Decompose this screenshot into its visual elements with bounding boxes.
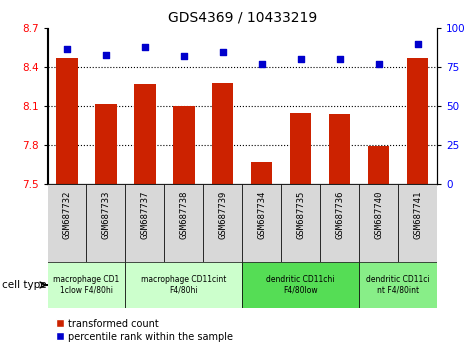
Bar (48, 262, 125, 308)
Text: macrophage CD1
1clow F4/80hi: macrophage CD1 1clow F4/80hi (53, 275, 120, 295)
Bar (359, 184, 398, 262)
Bar (368, 147, 390, 184)
Text: GSM687735: GSM687735 (296, 190, 305, 239)
Text: GSM687733: GSM687733 (102, 190, 110, 239)
Text: dendritic CD11ci
nt F4/80int: dendritic CD11ci nt F4/80int (366, 275, 430, 295)
Point (336, 57, 343, 62)
Title: GDS4369 / 10433219: GDS4369 / 10433219 (168, 10, 317, 24)
Legend: transformed count, percentile rank within the sample: transformed count, percentile rank withi… (52, 315, 237, 346)
Bar (290, 113, 312, 184)
Bar (125, 184, 164, 262)
Text: dendritic CD11chi
F4/80low: dendritic CD11chi F4/80low (266, 275, 335, 295)
Point (63, 46, 71, 51)
Bar (251, 162, 273, 184)
Point (219, 49, 227, 55)
Text: GSM687736: GSM687736 (335, 190, 344, 239)
Bar (242, 184, 281, 262)
Bar (407, 58, 428, 184)
Text: GSM687739: GSM687739 (218, 190, 227, 239)
Bar (359, 262, 437, 308)
Text: GSM687734: GSM687734 (257, 190, 266, 239)
Bar (164, 184, 203, 262)
Bar (86, 184, 125, 262)
Text: macrophage CD11cint
F4/80hi: macrophage CD11cint F4/80hi (141, 275, 227, 295)
Bar (398, 184, 437, 262)
Text: cell type: cell type (2, 280, 47, 290)
Bar (242, 262, 359, 308)
Text: GSM687741: GSM687741 (413, 190, 422, 239)
Text: GSM687732: GSM687732 (63, 190, 71, 239)
Bar (203, 184, 242, 262)
Bar (56, 58, 78, 184)
Bar (281, 184, 320, 262)
Point (375, 61, 382, 67)
Text: GSM687738: GSM687738 (180, 190, 188, 239)
Bar (48, 184, 86, 262)
Bar (173, 106, 195, 184)
Bar (134, 84, 156, 184)
Bar (125, 262, 242, 308)
Text: GSM687737: GSM687737 (141, 190, 149, 239)
Point (102, 52, 110, 58)
Point (297, 57, 304, 62)
Text: GSM687740: GSM687740 (374, 190, 383, 239)
Bar (212, 83, 234, 184)
Point (141, 44, 149, 50)
Point (180, 53, 188, 59)
Point (258, 61, 266, 67)
Bar (329, 114, 351, 184)
Point (414, 41, 421, 47)
Bar (95, 104, 117, 184)
Bar (320, 184, 359, 262)
